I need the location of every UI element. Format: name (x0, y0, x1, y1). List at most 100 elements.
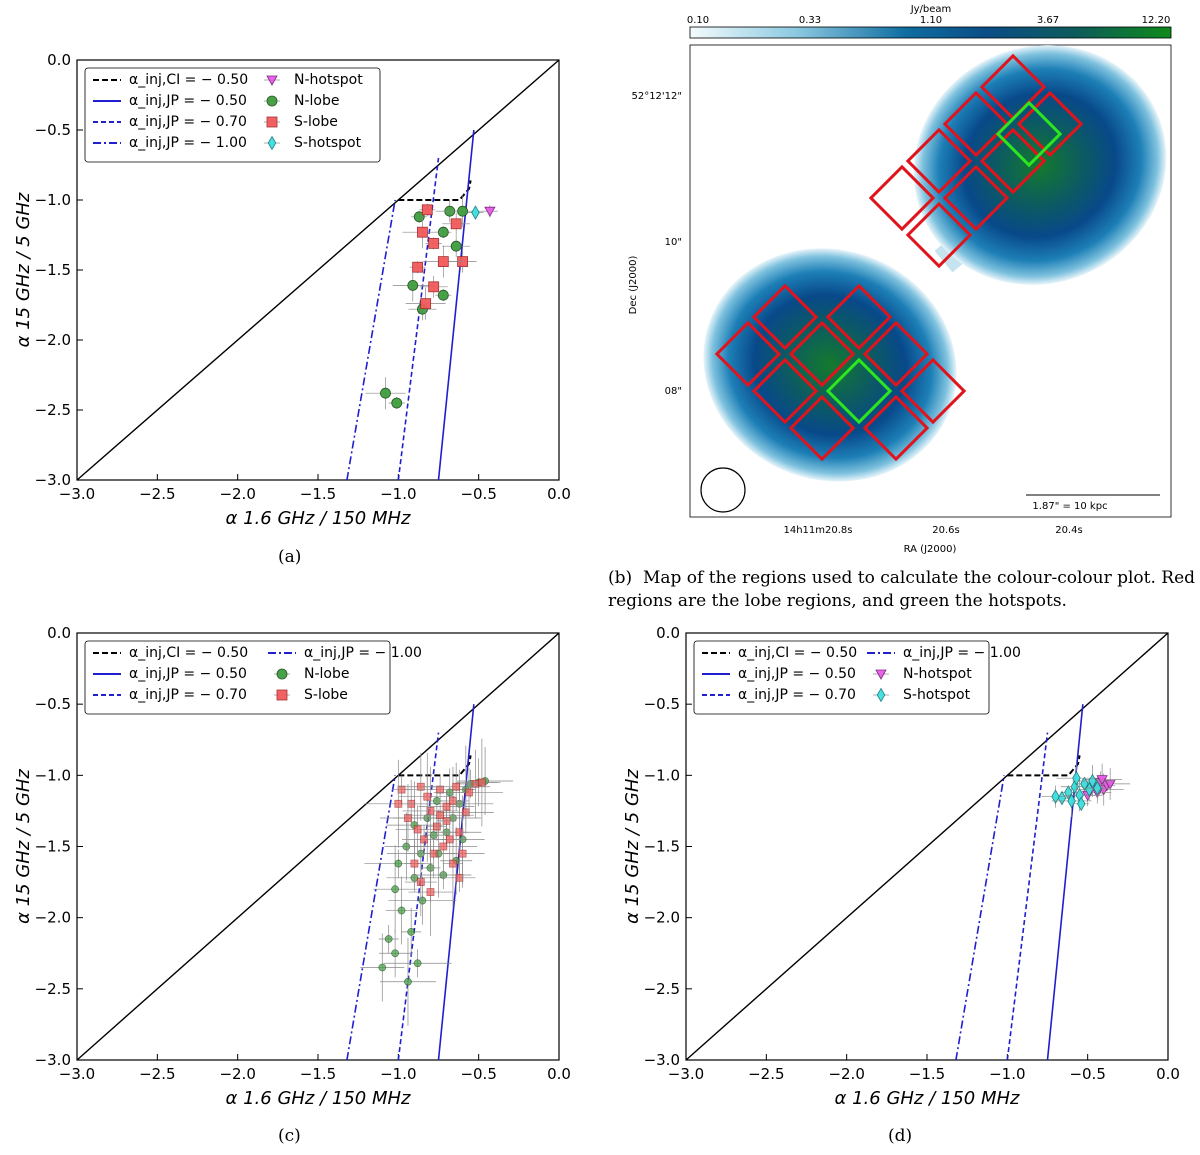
s-hotspot-point (1077, 796, 1086, 812)
x-tick-label: 0.0 (547, 485, 571, 503)
one-to-one-line (686, 633, 1168, 1060)
y-tick-label: −2.0 (644, 909, 680, 927)
colour-colour-plot-a: −3.0−3.0 −2.5 −2.5 −2.0 −2.0 −1.5 −1.5 −1.0 −1.0… (13, 51, 571, 529)
s-lobe-point (458, 849, 467, 858)
ra-axis-label: RA (J2000) (904, 544, 957, 555)
ci-model-curve (398, 755, 472, 777)
s-lobe-point (394, 799, 403, 808)
y-tick-label: −3.0 (35, 1051, 71, 1069)
jp-050-curve (437, 129, 475, 480)
dec-axis-label: Dec (J2000) (628, 256, 639, 315)
s-lobe-point (428, 237, 440, 249)
y-axis-label: α 15 GHz / 5 GHz (622, 769, 643, 924)
dec-tick: 10" (665, 237, 682, 248)
legend-handle (274, 689, 290, 701)
n-lobe-point (397, 906, 406, 915)
s-lobe-point (404, 814, 412, 822)
legend-label: N-hotspot (903, 666, 972, 682)
ci-model-curve (1007, 755, 1081, 777)
legend-label: α_inj,JP = − 1.00 (304, 645, 422, 661)
y-tick-label: −2.5 (35, 401, 71, 419)
caption-c: (c) (278, 1126, 301, 1146)
map-caption: (b) Map of the regions used to calculate… (608, 567, 1200, 613)
x-tick-label: −2.5 (748, 1065, 784, 1083)
s-lobe-point (455, 873, 464, 882)
s-lobe-point (465, 788, 473, 797)
s-lobe-point (432, 822, 441, 831)
n-lobe-point (457, 205, 469, 217)
x-tick-label: −1.0 (380, 485, 416, 503)
x-tick-label: 0.0 (547, 1065, 571, 1083)
legend-marker (875, 669, 887, 680)
x-tick-label: 0.0 (1156, 1065, 1180, 1083)
x-tick-label: −1.5 (909, 1065, 945, 1083)
s-hotspot-point (1057, 790, 1067, 806)
region-map: Jy/beam 0.10 0.33 1.10 3.67 12.20 (628, 4, 1172, 555)
s-lobe-point (471, 779, 480, 788)
x-tick-label: −1.5 (300, 1065, 336, 1083)
s-hotspot-point (1093, 780, 1102, 796)
s-lobe-point (436, 785, 445, 794)
x-tick-label: −3.0 (668, 1065, 704, 1083)
legend-handle (873, 687, 889, 703)
s-lobe-point (420, 298, 432, 310)
s-hotspot-point (1064, 785, 1073, 800)
x-tick-label: −0.5 (1069, 1065, 1105, 1083)
s-lobe-point (416, 878, 425, 886)
legend-label: α_inj,JP = − 0.50 (129, 93, 247, 109)
s-hotspot-point (1067, 793, 1076, 809)
y-tick-label: −2.0 (35, 909, 71, 927)
x-tick-label: −0.5 (460, 1065, 496, 1083)
n-lobe-point (378, 963, 387, 972)
s-lobe-point (417, 226, 428, 238)
s-lobe-point (450, 218, 462, 230)
map-caption-label: (b) (608, 568, 633, 588)
x-tick-label: −2.5 (139, 1065, 175, 1083)
legend-label: α_inj,JP = − 1.00 (903, 645, 1021, 661)
ci-model-curve (398, 180, 472, 201)
legend-label: α_inj,JP = − 0.50 (129, 666, 247, 682)
hotspot-region-north (995, 100, 1063, 168)
legend-handle (873, 669, 889, 680)
n-lobe-point (404, 977, 412, 986)
n-lobe-point (391, 397, 403, 409)
s-hotspot-point (1088, 773, 1097, 789)
y-tick-label: −1.0 (35, 191, 71, 209)
one-to-one-line (77, 633, 559, 1060)
colorbar-tick: 0.33 (799, 15, 821, 26)
x-axis-label: α 1.6 GHz / 150 MHz (835, 1088, 1021, 1109)
s-lobe-point (429, 849, 438, 858)
plot-area (77, 60, 559, 480)
x-tick-label: −2.5 (139, 485, 175, 503)
legend-label: S-lobe (294, 114, 338, 130)
x-tick-label: −1.0 (380, 1065, 416, 1083)
legend-marker (266, 75, 278, 86)
s-hotspot-point (471, 205, 480, 220)
dec-tick: 52°12'12" (631, 91, 682, 102)
legend-marker (276, 668, 288, 680)
n-lobe-point (384, 935, 393, 943)
s-lobe-point (397, 785, 406, 794)
s-lobe-point (426, 807, 435, 815)
y-tick-label: 0.0 (47, 624, 71, 642)
s-lobe-point (413, 825, 422, 834)
s-hotspot-point (1085, 782, 1094, 797)
n-lobe-point (437, 289, 449, 301)
s-lobe-point (439, 842, 448, 851)
beam-ellipse (700, 467, 746, 513)
legend-label: α_inj,JP = − 0.70 (738, 687, 856, 703)
s-lobe-point (423, 792, 432, 801)
y-tick-label: −0.5 (35, 695, 71, 713)
legend-label: N-lobe (304, 666, 349, 682)
legend-box (84, 67, 381, 163)
legend-label: N-lobe (294, 93, 339, 109)
legend-handle (264, 116, 280, 128)
colorbar-label: Jy/beam (910, 4, 952, 15)
x-tick-label: −1.5 (300, 485, 336, 503)
legend-label: N-hotspot (294, 72, 363, 88)
y-tick-label: −0.5 (35, 121, 71, 139)
legend-marker (266, 116, 278, 128)
s-lobe-point (436, 811, 445, 820)
colour-colour-plot-d: −3.0−3.0 −2.5 −2.5 −2.0 −2.0 −1.5 −1.5 −1.0 −1.0… (622, 624, 1180, 1109)
n-lobe-point (402, 842, 411, 851)
